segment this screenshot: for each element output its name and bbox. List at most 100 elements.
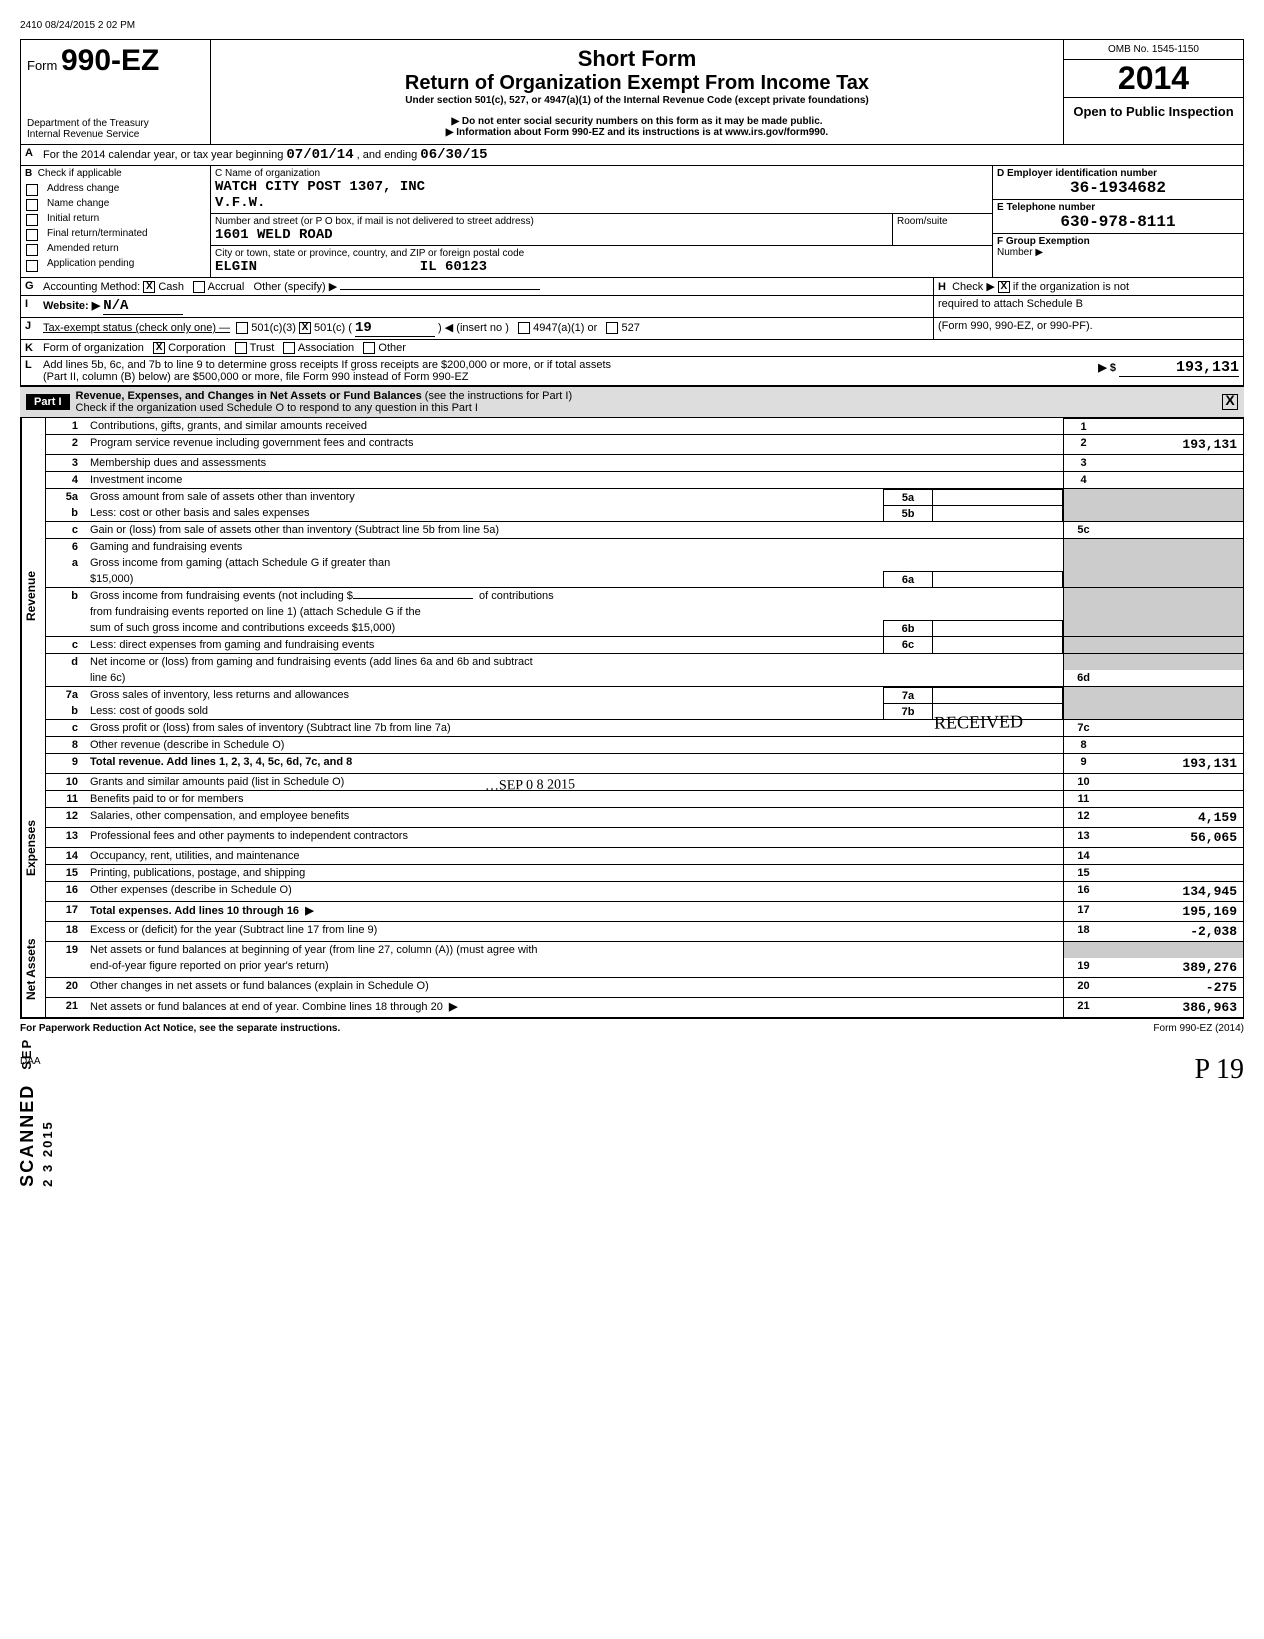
line-7b: Less: cost of goods sold (86, 703, 883, 719)
c-column: C Name of organization WATCH CITY POST 1… (211, 166, 993, 277)
e-label: E Telephone number (997, 202, 1239, 213)
part-1-header: Part I Revenue, Expenses, and Changes in… (20, 386, 1244, 418)
check-address-change[interactable] (26, 184, 38, 196)
g-label: Accounting Method: (43, 281, 140, 293)
line-17: Total expenses. Add lines 10 through 16 (90, 905, 299, 917)
ein: 36-1934682 (997, 179, 1239, 197)
line-6a1: Gross income from gaming (attach Schedul… (86, 555, 1063, 571)
line-14: Occupancy, rent, utilities, and maintena… (86, 848, 1063, 864)
check-amended-return[interactable] (26, 244, 38, 256)
header-row: Form 990-EZ Department of the Treasury I… (20, 39, 1244, 145)
bcdef-block: B Check if applicable Address change Nam… (20, 166, 1244, 278)
row-i: I Website: ▶ N/A required to attach Sche… (20, 296, 1244, 318)
line-16: Other expenses (describe in Schedule O) (86, 882, 1063, 901)
line-6d2: line 6c) (86, 670, 1063, 686)
check-schedule-o[interactable]: X (1222, 394, 1238, 410)
h-text3: (Form 990, 990-EZ, or 990-PF). (938, 320, 1093, 332)
line-18: Excess or (deficit) for the year (Subtra… (86, 922, 1063, 941)
j-cnum: 19 (355, 320, 435, 337)
j-c: 501(c) ( (314, 322, 352, 334)
line-a: A For the 2014 calendar year, or tax yea… (20, 145, 1244, 166)
f-label: F Group Exemption (997, 236, 1239, 247)
val-20: -275 (1103, 978, 1243, 997)
h-label: Check ▶ (952, 281, 995, 293)
street-address: 1601 WELD ROAD (215, 227, 888, 243)
form-prefix: Form (27, 58, 57, 73)
net-assets-label: Net Assets (21, 922, 45, 1017)
def-column: D Employer identification number 36-1934… (993, 166, 1243, 277)
expenses-label: Expenses (21, 774, 45, 922)
line-6a2: $15,000) (86, 571, 883, 587)
check-h[interactable]: X (998, 281, 1010, 293)
line-7c: Gross profit or (loss) from sales of inv… (86, 720, 1063, 736)
line-4: Investment income (86, 472, 1063, 488)
check-527[interactable] (606, 322, 618, 334)
line-19b: end-of-year figure reported on prior yea… (86, 958, 1063, 977)
check-4947[interactable] (518, 322, 530, 334)
footer: For Paperwork Reduction Act Notice, see … (20, 1019, 1244, 1034)
org-name-2: V.F.W. (215, 195, 988, 211)
row-g-h: G Accounting Method: X Cash Accrual Othe… (20, 278, 1244, 296)
daa: DAA (20, 1056, 1244, 1067)
short-form-title: Short Form (221, 46, 1053, 72)
check-cash[interactable]: X (143, 281, 155, 293)
line-6: Gaming and fundraising events (86, 539, 1063, 555)
l-arrow: ▶ $ (1098, 362, 1116, 374)
line-20: Other changes in net assets or fund bala… (86, 978, 1063, 997)
k-assoc: Association (298, 342, 354, 354)
b-item-3: Final return/terminated (43, 226, 152, 241)
val-9: 193,131 (1103, 754, 1243, 773)
form-number: 990-EZ (61, 44, 159, 77)
state-zip: IL 60123 (420, 259, 487, 275)
check-application-pending[interactable] (26, 260, 38, 272)
b-item-4: Amended return (43, 241, 123, 256)
scanned-stamp: SCANNED SEP 2 3 2015 (17, 1038, 59, 1187)
check-other-org[interactable] (363, 342, 375, 354)
check-name-change[interactable] (26, 199, 38, 211)
org-name-1: WATCH CITY POST 1307, INC (215, 179, 988, 195)
check-501c3[interactable] (236, 322, 248, 334)
revenue-section: SCANNED SEP 2 3 2015 Revenue 1Contributi… (20, 418, 1244, 774)
year-box: OMB No. 1545-1150 2014 Open to Public In… (1063, 40, 1243, 144)
val-18: -2,038 (1103, 922, 1243, 941)
row-l: L Add lines 5b, 6c, and 7b to line 9 to … (20, 357, 1244, 386)
g-other: Other (specify) ▶ (254, 281, 338, 293)
info-note: ▶ Information about Form 990-EZ and its … (221, 127, 1053, 138)
check-corp[interactable]: X (153, 342, 165, 354)
l-text2: (Part II, column (B) below) are $500,000… (43, 371, 469, 383)
line-1: Contributions, gifts, grants, and simila… (86, 418, 1063, 434)
timestamp-line: 2410 08/24/2015 2 02 PM (20, 20, 1244, 31)
b-label: Check if applicable (38, 168, 122, 179)
line-13: Professional fees and other payments to … (86, 828, 1063, 847)
line-6b3: sum of such gross income and contributio… (86, 620, 883, 636)
revenue-label: Revenue (21, 418, 45, 774)
check-trust[interactable] (235, 342, 247, 354)
check-accrual[interactable] (193, 281, 205, 293)
line-2: Program service revenue including govern… (86, 435, 1063, 454)
street-label: Number and street (or P O box, if mail i… (215, 216, 888, 227)
line-5b: Less: cost or other basis and sales expe… (86, 505, 883, 521)
check-initial-return[interactable] (26, 214, 38, 226)
row-j: J Tax-exempt status (check only one) — 5… (20, 318, 1244, 340)
check-501c[interactable]: X (299, 322, 311, 334)
donot-note: ▶ Do not enter social security numbers o… (221, 116, 1053, 127)
check-assoc[interactable] (283, 342, 295, 354)
check-final-return[interactable] (26, 229, 38, 241)
b-item-5: Application pending (43, 256, 138, 271)
under-section: Under section 501(c), 527, or 4947(a)(1)… (221, 95, 1053, 106)
received-date: …SEP 0 8 2015 (485, 777, 575, 795)
g-accrual: Accrual (208, 281, 245, 293)
j-a1: 4947(a)(1) or (533, 322, 597, 334)
room-label: Room/suite (897, 216, 988, 227)
h-text2: required to attach Schedule B (938, 298, 1083, 310)
open-inspection: Open to Public Inspection (1064, 98, 1243, 125)
b-item-2: Initial return (43, 211, 103, 226)
val-19: 389,276 (1103, 958, 1243, 977)
form-page: 2410 08/24/2015 2 02 PM Form 990-EZ Depa… (20, 20, 1244, 1067)
line-19a: Net assets or fund balances at beginning… (86, 942, 1063, 958)
line-6b1: Gross income from fundraising events (no… (90, 590, 353, 602)
g-cash: Cash (158, 281, 184, 293)
title-box: Short Form Return of Organization Exempt… (211, 40, 1063, 144)
form-number-box: Form 990-EZ Department of the Treasury I… (21, 40, 211, 144)
l-text1: Add lines 5b, 6c, and 7b to line 9 to de… (43, 359, 1039, 371)
